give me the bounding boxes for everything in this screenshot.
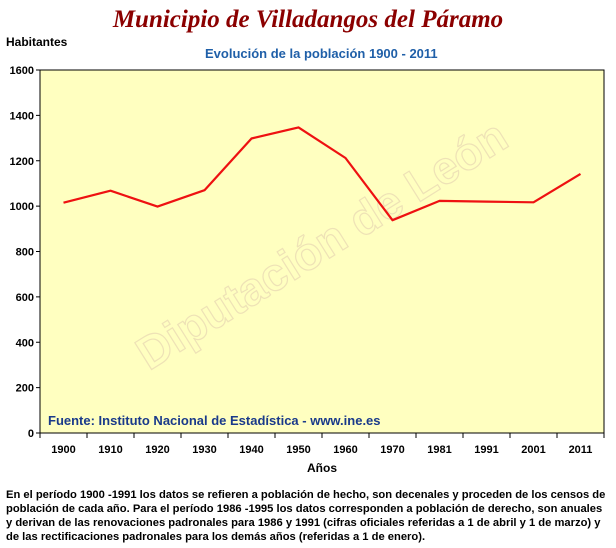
plot-area: [39, 69, 605, 434]
y-tick-label: 0: [28, 428, 34, 440]
page-title: Municipio de Villadangos del Páramo: [112, 6, 504, 33]
footnote: En el período 1900 -1991 los datos se re…: [6, 489, 606, 543]
x-axis-title: Años: [307, 461, 337, 475]
x-tick-label: 1950: [286, 444, 310, 456]
x-tick-label: 1970: [380, 444, 404, 456]
x-tick-label: 1981: [427, 444, 451, 456]
y-axis: 0 200 400 600 800 1000 1200 1400 1600: [10, 65, 40, 440]
population-chart: Diputación de León 020040060080010001200…: [10, 65, 605, 475]
y-tick-label: 400: [16, 337, 34, 349]
y-axis-title: Habitantes: [6, 35, 68, 49]
y-tick-label: 600: [16, 292, 34, 304]
x-tick-label: 1900: [51, 444, 75, 456]
x-tick-label: 1920: [145, 444, 169, 456]
source-label: Fuente: Instituto Nacional de Estadístic…: [48, 413, 381, 428]
y-tick-label: 200: [16, 383, 34, 395]
y-tick-label: 1400: [10, 110, 34, 122]
y-tick-label: 1600: [10, 65, 34, 77]
y-tick-label: 1200: [10, 156, 34, 168]
y-tick-label: 800: [16, 247, 34, 259]
x-axis: 1900 1910 1920 1930 1940 1950 1960 1970 1981 1991…: [39, 433, 605, 456]
x-tick-label: 1940: [239, 444, 263, 456]
x-tick-label: 2001: [521, 444, 545, 456]
x-tick-label: 1991: [474, 444, 498, 456]
x-tick-label: 1910: [98, 444, 122, 456]
x-tick-label: 1960: [333, 444, 357, 456]
y-tick-label: 1000: [10, 201, 34, 213]
chart-subtitle: Evolución de la población 1900 - 2011: [205, 46, 438, 61]
series-line: [63, 126, 582, 222]
x-tick-label: 2011: [569, 444, 593, 456]
x-tick-label: 1930: [192, 444, 216, 456]
